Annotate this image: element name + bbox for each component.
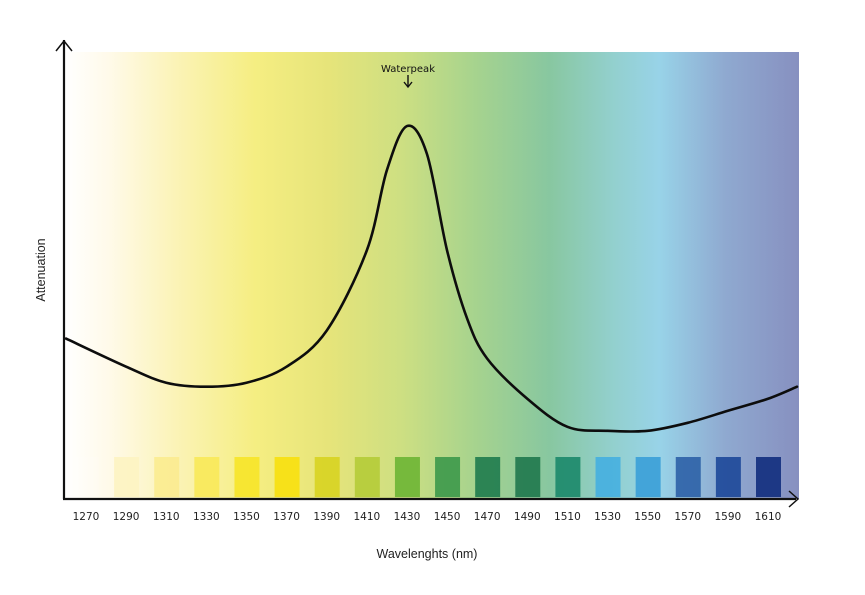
wavelength-swatch [595,457,621,497]
waterpeak-arrow-icon [403,75,413,89]
x-tick-label: 1270 [73,511,100,523]
x-tick-label: 1370 [273,511,300,523]
x-tick-label: 1470 [474,511,501,523]
x-tick-label: 1490 [514,511,541,523]
spectrum-background [64,52,799,499]
attenuation-curve [64,124,799,433]
wavelength-swatch [435,457,461,497]
x-tick-label: 1430 [394,511,421,523]
wavelength-swatches [74,457,781,497]
wavelength-swatch [74,457,99,497]
x-tick-label: 1530 [594,511,621,523]
wavelength-swatch [675,457,701,497]
x-tick-label: 1310 [153,511,180,523]
x-tick-label: 1590 [715,511,742,523]
wavelength-swatch [756,457,781,497]
wavelength-swatch [515,457,541,497]
x-tick-label: 1410 [353,511,380,523]
x-tick-labels: 1270 1290 1310 1330 1350 1370 1390 1410 1430 1450… [73,511,782,523]
y-axis-title: Attenuation [34,238,48,301]
wavelength-swatch [555,457,581,497]
x-tick-label: 1610 [755,511,782,523]
y-axis-arrow-icon [55,39,73,52]
x-tick-label: 1570 [674,511,701,523]
wavelength-swatch [234,457,260,497]
wavelength-swatch [715,457,741,497]
x-tick-label: 1290 [113,511,140,523]
x-tick-label: 1550 [634,511,661,523]
wavelength-swatch [194,457,220,497]
wavelength-swatch [475,457,501,497]
wavelength-swatch [394,457,420,497]
x-tick-label: 1330 [193,511,220,523]
x-axis-arrow-icon [788,490,800,508]
x-tick-label: 1390 [313,511,340,523]
x-tick-label: 1510 [554,511,581,523]
wavelength-swatch [114,457,140,497]
waterpeak-annotation: Waterpeak [381,64,435,75]
x-tick-label: 1450 [434,511,461,523]
x-tick-label: 1350 [233,511,260,523]
wavelength-swatch [354,457,380,497]
wavelength-swatch [314,457,340,497]
x-axis-title: Wavelenghts (nm) [377,547,478,561]
wavelength-swatch [154,457,180,497]
wavelength-swatch [635,457,661,497]
wavelength-swatch [274,457,300,497]
